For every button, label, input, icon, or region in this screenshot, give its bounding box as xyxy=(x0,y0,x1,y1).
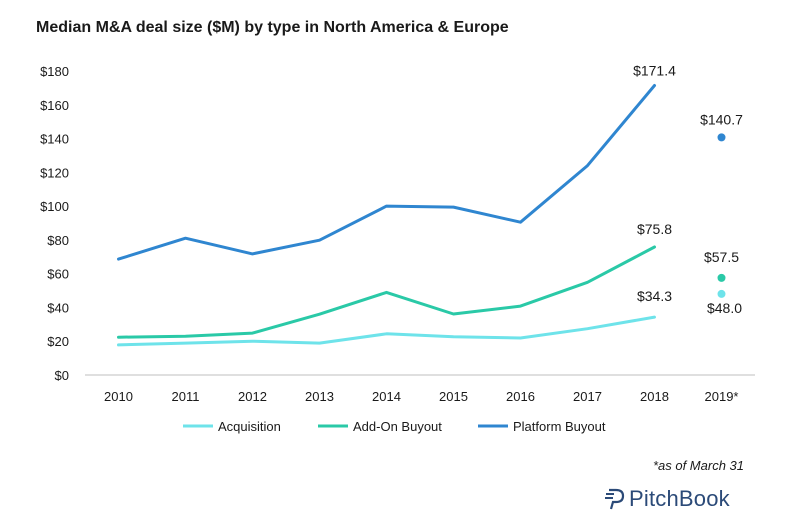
y-tick-label: $40 xyxy=(47,300,69,315)
data-label-platform: $140.7 xyxy=(700,111,743,127)
series-line-addon xyxy=(117,245,656,339)
x-tick-label: 2018 xyxy=(640,389,669,404)
legend-label-platform: Platform Buyout xyxy=(513,419,606,434)
y-tick-label: $160 xyxy=(40,98,69,113)
data-label-acquisition: $34.3 xyxy=(637,288,672,304)
y-tick-label: $0 xyxy=(55,368,69,383)
series-point-platform xyxy=(717,133,726,142)
y-tick-label: $20 xyxy=(47,334,69,349)
data-label-addon: $75.8 xyxy=(637,221,672,237)
pitchbook-logo-text: PitchBook xyxy=(629,486,730,511)
x-tick-label: 2010 xyxy=(104,389,133,404)
x-tick-label: 2014 xyxy=(372,389,401,404)
y-tick-label: $100 xyxy=(40,199,69,214)
x-tick-label: 2016 xyxy=(506,389,535,404)
y-tick-label: $180 xyxy=(40,64,69,79)
series-line-acquisition xyxy=(117,315,656,347)
x-tick-label: 2017 xyxy=(573,389,602,404)
data-label-acquisition: $48.0 xyxy=(707,300,742,316)
series-point-acquisition xyxy=(717,289,726,298)
series-point-addon xyxy=(717,273,726,282)
x-tick-label: 2019* xyxy=(705,389,739,404)
y-tick-label: $120 xyxy=(40,165,69,180)
y-tick-label: $140 xyxy=(40,132,69,147)
pitchbook-logo: PitchBook xyxy=(605,484,730,514)
y-tick-label: $60 xyxy=(47,267,69,282)
chart-title: Median M&A deal size ($M) by type in Nor… xyxy=(36,19,509,36)
series-line-platform xyxy=(117,84,656,261)
legend-label-acquisition: Acquisition xyxy=(218,419,281,434)
legend-label-addon: Add-On Buyout xyxy=(353,419,442,434)
data-label-addon: $57.5 xyxy=(704,249,739,265)
x-tick-label: 2013 xyxy=(305,389,334,404)
x-tick-label: 2011 xyxy=(172,389,200,404)
x-tick-label: 2015 xyxy=(439,389,468,404)
y-tick-label: $80 xyxy=(47,233,69,248)
footnote: *as of March 31 xyxy=(652,458,744,473)
data-label-platform: $171.4 xyxy=(633,63,676,79)
x-tick-label: 2012 xyxy=(238,389,267,404)
pitchbook-logo-icon xyxy=(605,488,625,510)
